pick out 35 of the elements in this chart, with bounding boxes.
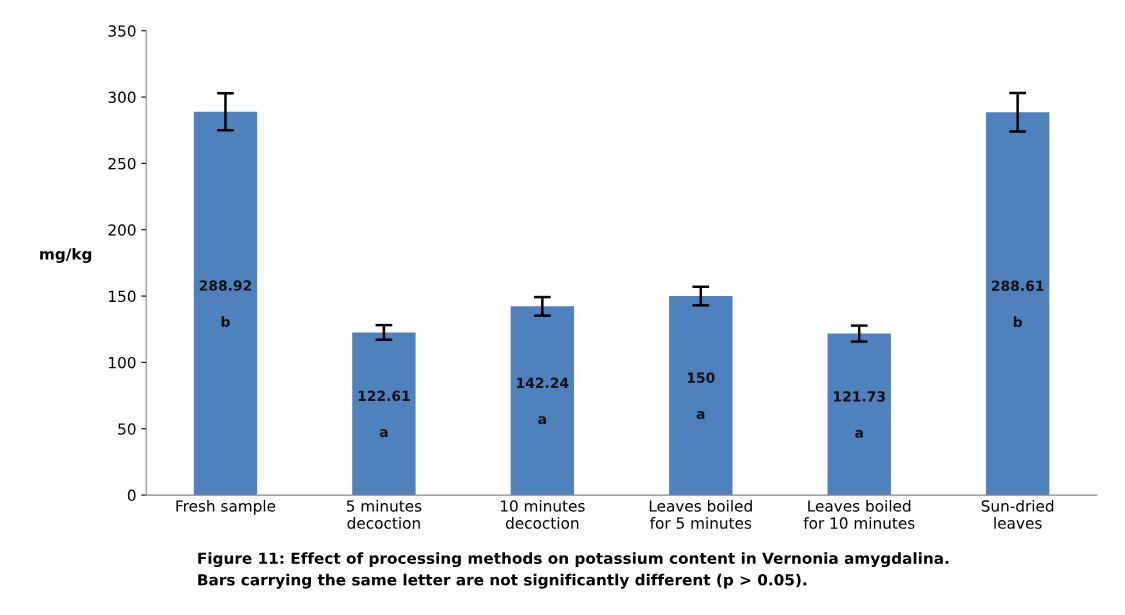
annotation: b <box>1013 316 1022 328</box>
x-tick-label: Leaves boiled for 5 minutes <box>649 499 752 529</box>
y-axis-title: mg/kg <box>40 248 92 263</box>
y-tick-label: 0 <box>127 489 136 502</box>
bar <box>193 111 258 496</box>
y-tick-label: 100 <box>109 356 136 369</box>
data-label: 121.73 <box>833 391 885 402</box>
x-tick-label: Sun-dried leaves <box>981 499 1054 529</box>
annotation: b <box>221 316 230 327</box>
data-label: 288.92 <box>199 280 252 291</box>
x-tick-label: Fresh sample <box>176 499 276 515</box>
bar <box>827 333 891 496</box>
y-tick-label: 50 <box>118 423 136 435</box>
y-tick-label: 250 <box>108 157 136 170</box>
x-tick-label: 10 minutes decoction <box>500 499 585 529</box>
data-label: 122.61 <box>358 390 410 402</box>
data-label: 150 <box>687 372 715 383</box>
bar <box>985 112 1050 496</box>
x-tick-label: 5 minutes decoction <box>346 499 422 529</box>
bar <box>510 306 575 496</box>
caption: Figure 11: Effect of processing methods on potassium content in Vernonia amygdalina. <box>198 552 949 568</box>
x-tick-label: Leaves boiled for 10 minutes <box>803 499 915 529</box>
annotation: a <box>538 416 546 425</box>
bar <box>669 296 733 496</box>
text: Bars carrying the same letter are not significantly different (p > 0.05). <box>198 573 807 589</box>
data-label: 288.61 <box>991 280 1044 291</box>
bar <box>352 332 416 496</box>
data-label: 142.24 <box>517 377 569 388</box>
y-tick-label: 150 <box>109 290 136 303</box>
y-tick-label: 200 <box>108 224 136 236</box>
annotation: a <box>696 411 705 420</box>
annotation: a <box>379 429 388 438</box>
y-tick-label: 350 <box>108 25 136 37</box>
y-tick-label: 300 <box>108 91 136 104</box>
annotation: a <box>855 429 863 438</box>
